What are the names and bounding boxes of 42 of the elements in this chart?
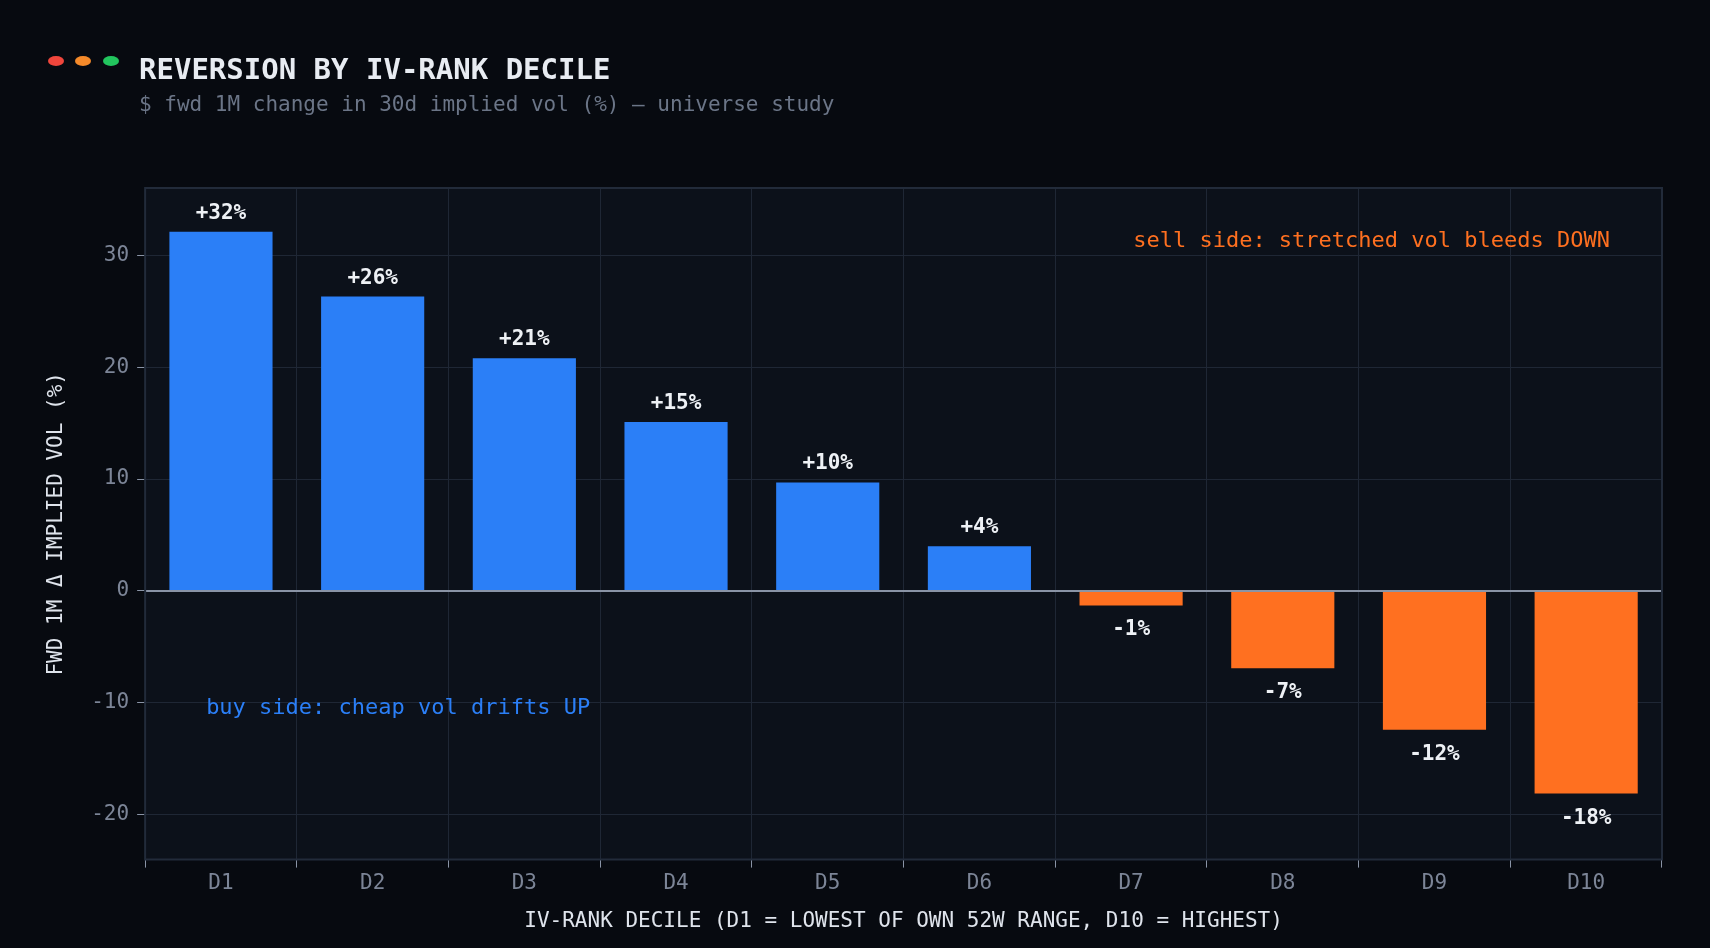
x-axis-title: IV-RANK DECILE (D1 = LOWEST OF OWN 52W RANGE, D10 = HIGHEST) bbox=[524, 907, 1283, 932]
y-axis-title: FWD 1M Δ IMPLIED VOL (%) bbox=[43, 372, 68, 676]
data-label: +10% bbox=[802, 450, 854, 475]
bar bbox=[169, 231, 273, 591]
x-tick-label: D9 bbox=[1421, 869, 1448, 894]
data-label: +21% bbox=[499, 326, 550, 351]
x-tick-label: D6 bbox=[966, 869, 993, 894]
y-tick-label: -20 bbox=[91, 801, 130, 826]
y-tick-label: 10 bbox=[103, 465, 130, 490]
bar bbox=[1231, 591, 1335, 669]
y-tick-label: 30 bbox=[103, 241, 130, 266]
y-tick-label: -10 bbox=[91, 689, 130, 714]
x-tick-label: D3 bbox=[511, 869, 537, 894]
bar bbox=[472, 358, 576, 591]
bar bbox=[776, 482, 880, 591]
data-label: -7% bbox=[1263, 679, 1303, 704]
bar bbox=[927, 546, 1031, 591]
x-tick-label: D8 bbox=[1270, 869, 1296, 894]
x-tick-label: D4 bbox=[663, 869, 689, 894]
data-label: -18% bbox=[1560, 804, 1612, 829]
data-label: -12% bbox=[1409, 740, 1461, 765]
data-label: -1% bbox=[1112, 616, 1151, 641]
bar bbox=[321, 296, 425, 591]
bar bbox=[1079, 591, 1183, 606]
data-label: +15% bbox=[650, 389, 702, 414]
x-tick-label: D7 bbox=[1118, 869, 1144, 894]
bar bbox=[624, 421, 728, 591]
annotation: sell side: stretched vol bleeds DOWN bbox=[1133, 226, 1610, 252]
annotation: buy side: cheap vol drifts UP bbox=[206, 693, 591, 719]
y-tick-label: 0 bbox=[116, 577, 130, 602]
data-label: +32% bbox=[195, 199, 247, 224]
chart-title: REVERSION BY IV-RANK DECILE bbox=[139, 52, 611, 86]
bar bbox=[1382, 591, 1487, 730]
data-label: +26% bbox=[347, 264, 399, 289]
x-tick-label: D2 bbox=[360, 869, 386, 894]
x-tick-label: D10 bbox=[1567, 869, 1606, 894]
bar bbox=[1534, 591, 1638, 794]
y-tick-label: 20 bbox=[103, 353, 130, 378]
x-tick-label: D5 bbox=[815, 869, 841, 894]
data-label: +4% bbox=[960, 514, 999, 539]
x-tick-label: D1 bbox=[208, 869, 234, 894]
chart-subtitle: $ fwd 1M change in 30d implied vol (%) — universe study bbox=[139, 92, 835, 116]
